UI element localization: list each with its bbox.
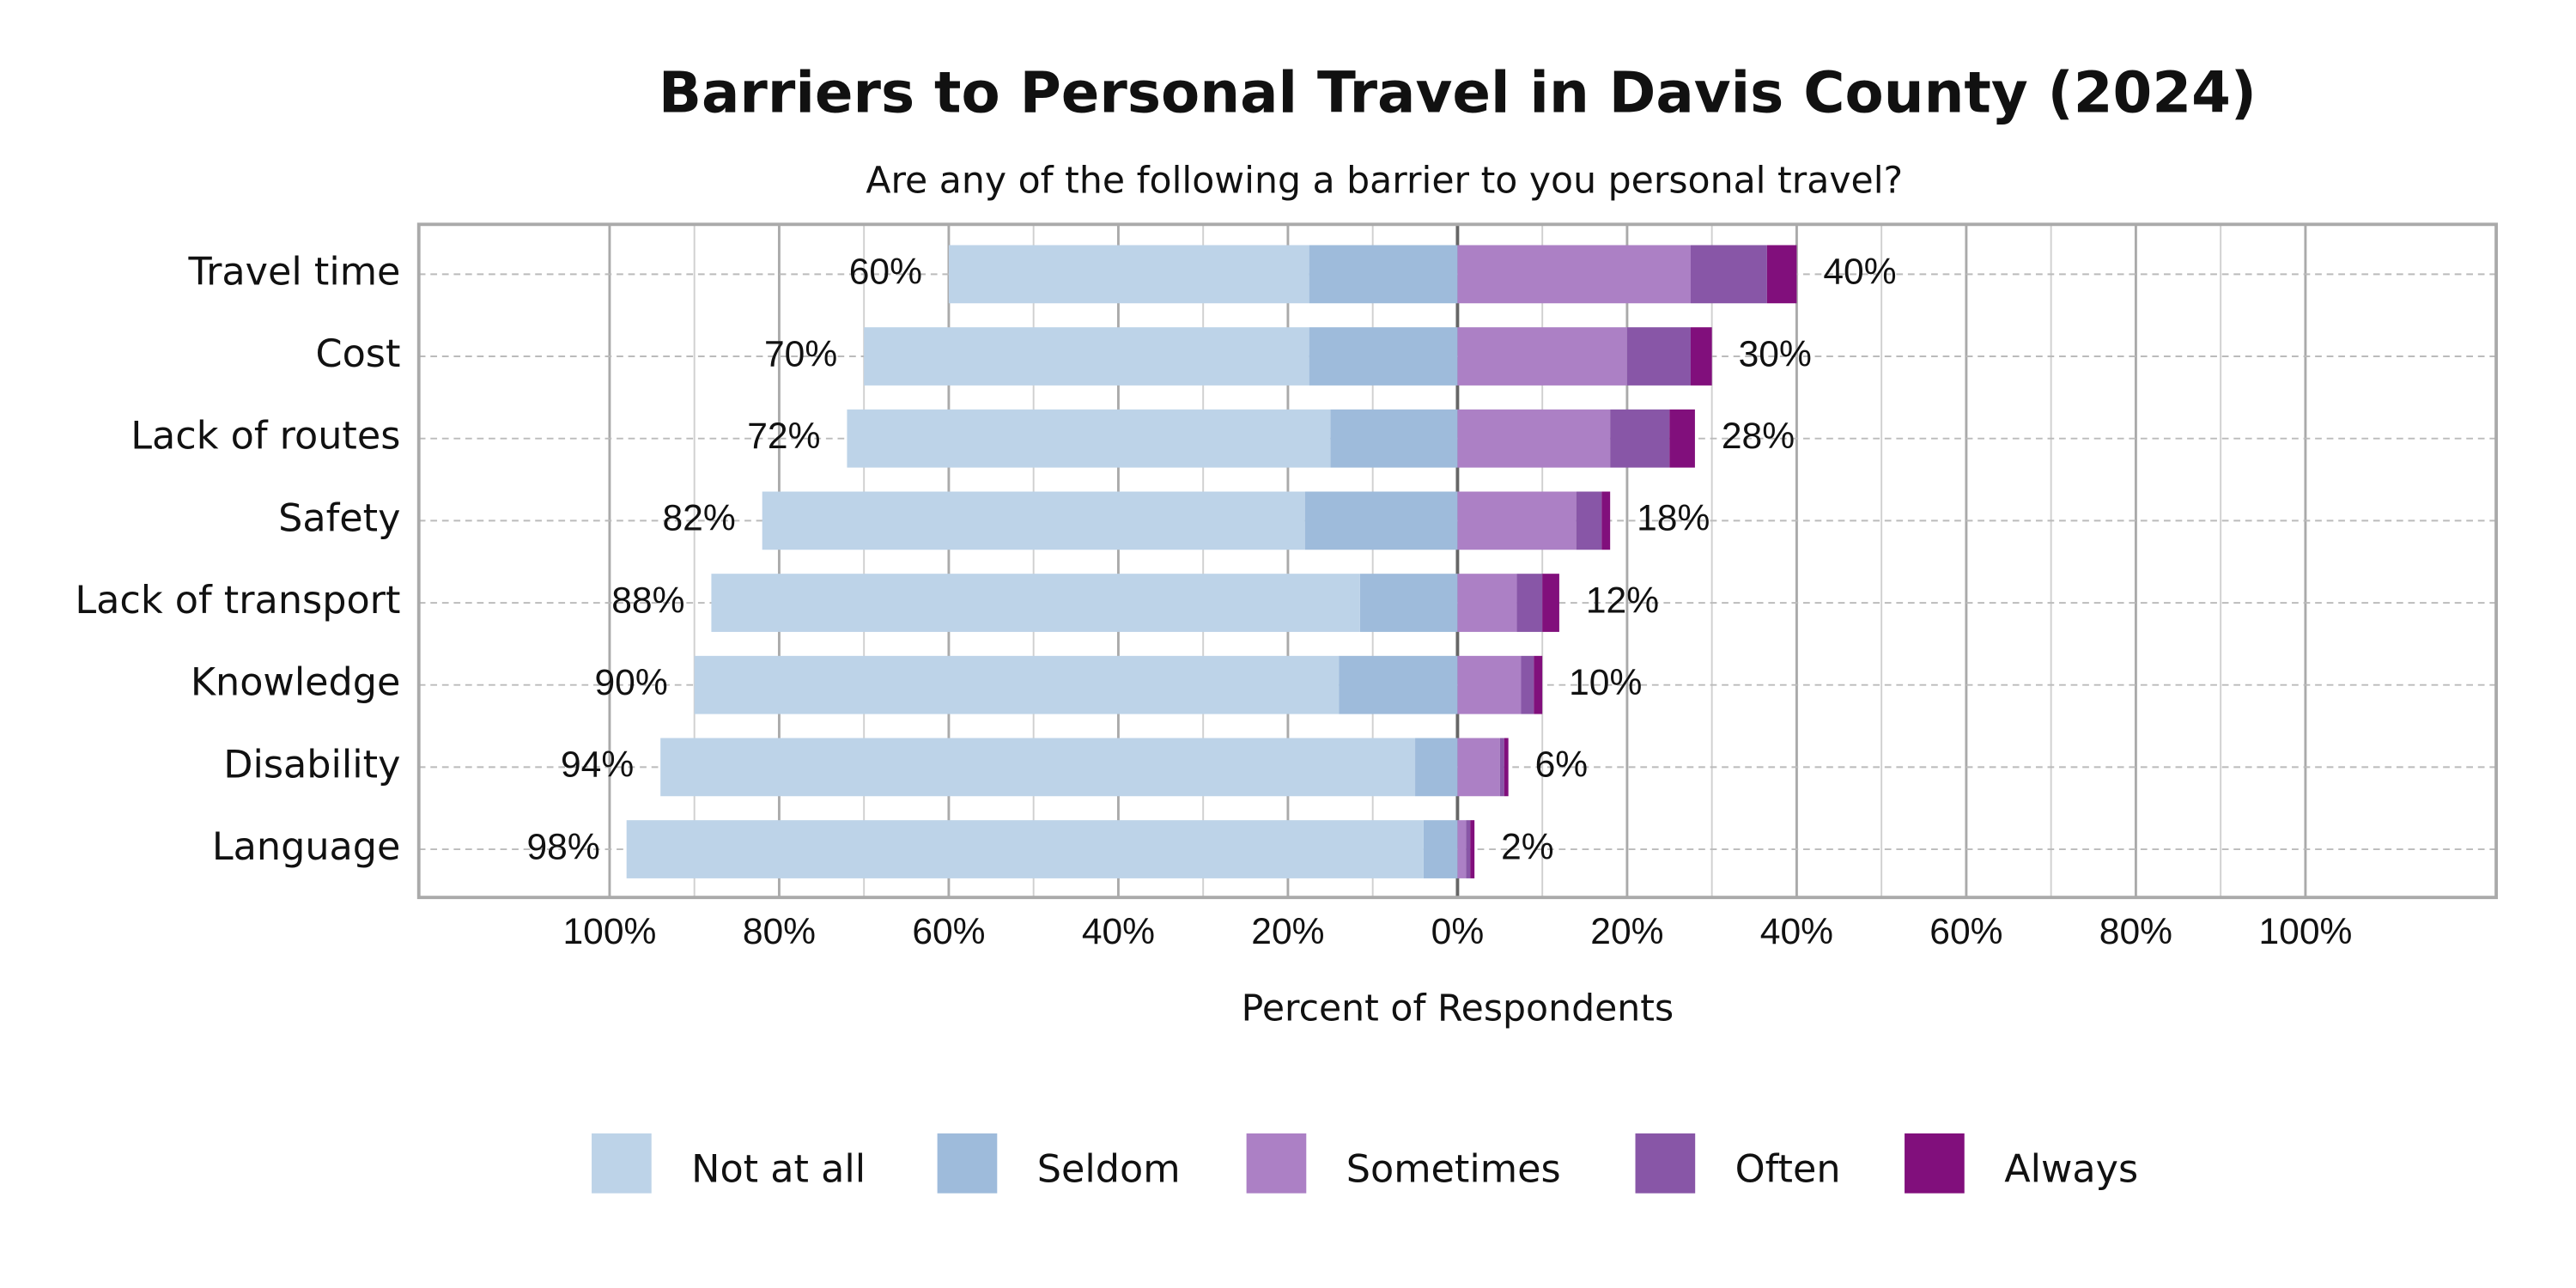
total-label-left: 72% <box>747 416 820 457</box>
total-label-right: 40% <box>1823 252 1896 293</box>
bar-segment <box>660 738 1416 797</box>
legend-label: Always <box>2004 1148 2138 1192</box>
x-tick-label: 60% <box>912 911 985 952</box>
bar-segment <box>1359 574 1458 632</box>
bar-segment <box>1601 491 1611 550</box>
total-label-left: 60% <box>849 252 922 293</box>
bar-segment <box>1669 409 1695 468</box>
bar-segment <box>847 409 1331 468</box>
x-axis-label: Percent of Respondents <box>1242 987 1674 1030</box>
bar-segment <box>1504 738 1509 797</box>
bar-segment <box>1466 820 1471 878</box>
x-tick-label: 80% <box>2099 911 2172 952</box>
total-label-right: 28% <box>1722 416 1795 457</box>
bar-segment <box>762 491 1305 550</box>
total-label-left: 88% <box>611 580 684 621</box>
bar-segment <box>1330 409 1458 468</box>
bar-segment <box>626 820 1424 878</box>
bar-segment <box>1626 327 1691 386</box>
y-tick-label: Knowledge <box>191 661 401 705</box>
x-tick-label: 100% <box>2258 911 2352 952</box>
bar-segment <box>1457 245 1691 304</box>
bar-segment <box>1457 820 1467 878</box>
bar-segment <box>1690 245 1767 304</box>
y-tick-label: Safety <box>278 496 400 540</box>
bar-segment <box>1542 574 1559 632</box>
total-label-right: 18% <box>1637 498 1710 539</box>
bar-segment <box>1766 245 1797 304</box>
y-tick-label: Lack of transport <box>75 579 400 623</box>
x-tick-label: 100% <box>562 911 656 952</box>
plot-frame <box>416 222 2499 900</box>
bar-segment <box>1516 574 1543 632</box>
x-tick-label: 40% <box>1760 911 1833 952</box>
legend-swatch <box>1246 1133 1307 1194</box>
total-label-right: 10% <box>1569 662 1642 703</box>
total-label-right: 2% <box>1501 826 1554 867</box>
bar-segment <box>1521 655 1534 714</box>
x-tick-label: 60% <box>1929 911 2002 952</box>
legend-swatch <box>937 1133 998 1194</box>
legend-label: Seldom <box>1037 1148 1181 1192</box>
y-tick-label: Lack of routes <box>131 415 400 459</box>
y-tick-label: Disability <box>223 743 400 787</box>
bar-segment <box>1457 327 1627 386</box>
total-label-right: 30% <box>1739 333 1812 374</box>
total-label-left: 98% <box>526 826 599 867</box>
x-tick-label: 0% <box>1431 911 1485 952</box>
legend-swatch <box>1635 1133 1696 1194</box>
y-tick-label: Travel time <box>187 250 400 294</box>
bar-segment <box>1309 245 1458 304</box>
bar-segment <box>1534 655 1543 714</box>
bar-segment <box>1457 409 1611 468</box>
bar-segment <box>1304 491 1458 550</box>
bar-segment <box>1457 655 1522 714</box>
legend-swatch <box>1905 1133 1965 1194</box>
total-label-right: 12% <box>1586 580 1659 621</box>
bar-segment <box>711 574 1360 632</box>
x-tick-label: 40% <box>1082 911 1155 952</box>
bar-segment <box>1690 327 1712 386</box>
bar-segment <box>1576 491 1602 550</box>
bar-segment <box>1457 574 1517 632</box>
x-tick-label: 80% <box>743 911 816 952</box>
y-tick-label: Cost <box>316 332 401 376</box>
bar-segment <box>1457 738 1500 797</box>
bar-segment <box>1499 738 1504 797</box>
legend-label: Sometimes <box>1346 1148 1561 1192</box>
bar-segment <box>1470 820 1475 878</box>
bar-segment <box>1339 655 1458 714</box>
total-label-left: 70% <box>764 333 837 374</box>
bar-segment <box>694 655 1340 714</box>
bar-segment <box>1457 491 1577 550</box>
bar-segment <box>1610 409 1670 468</box>
legend-swatch <box>592 1133 652 1194</box>
total-label-left: 94% <box>561 744 634 786</box>
total-label-left: 82% <box>662 498 735 539</box>
bar-segment <box>948 245 1309 304</box>
x-tick-label: 20% <box>1590 911 1663 952</box>
chart-subtitle: Are any of the following a barrier to yo… <box>866 159 1903 202</box>
y-tick-label: Language <box>212 825 401 869</box>
total-label-left: 90% <box>594 662 667 703</box>
bar-segment <box>864 327 1309 386</box>
bar-segment <box>1415 738 1458 797</box>
chart-title: Barriers to Personal Travel in Davis Cou… <box>659 59 2257 125</box>
total-label-right: 6% <box>1535 744 1589 786</box>
bar-segment <box>1423 820 1458 878</box>
bar-segment <box>1309 327 1458 386</box>
legend-label: Not at all <box>691 1148 866 1192</box>
legend-label: Often <box>1735 1148 1841 1192</box>
x-tick-label: 20% <box>1251 911 1324 952</box>
